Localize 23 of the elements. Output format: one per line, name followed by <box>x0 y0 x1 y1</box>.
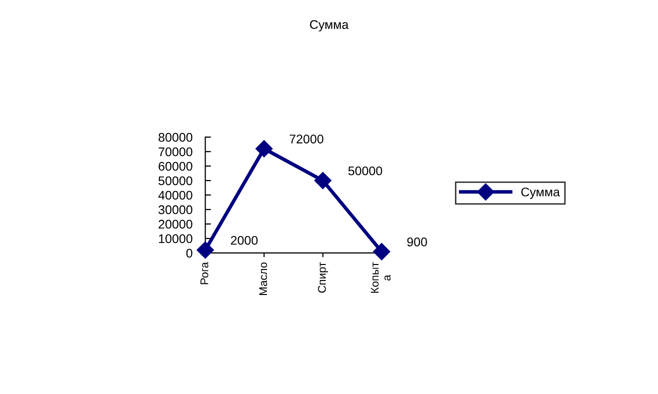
y-tick-label: 20000 <box>158 220 192 229</box>
x-tick-label: Спирт <box>318 262 328 293</box>
point <box>196 242 214 259</box>
data-label: 72000 <box>290 134 324 144</box>
data-label: 900 <box>407 238 428 246</box>
y-tick-label: 80000 <box>158 132 192 142</box>
y-tick-label: 40000 <box>158 190 192 200</box>
y-tick-label: 70000 <box>158 147 192 156</box>
point <box>373 243 390 260</box>
x-tick-label: Рога <box>200 262 208 284</box>
y-tick-label: 50000 <box>158 176 192 186</box>
x-tick-label: Масло <box>259 262 268 295</box>
point <box>314 172 332 190</box>
y-tick-label: 60000 <box>158 162 192 171</box>
x-tick-label: Копыт а <box>370 262 391 293</box>
y-tick-label: 30000 <box>158 205 192 214</box>
point <box>256 140 273 158</box>
legend-label: Сумма <box>521 188 560 199</box>
y-tick-label: 10000 <box>158 234 192 244</box>
y-tick-label: 0 <box>186 248 192 258</box>
data-label: 50000 <box>348 166 382 176</box>
chart-title: Сумма <box>310 20 349 32</box>
data-label: 2000 <box>230 236 258 245</box>
